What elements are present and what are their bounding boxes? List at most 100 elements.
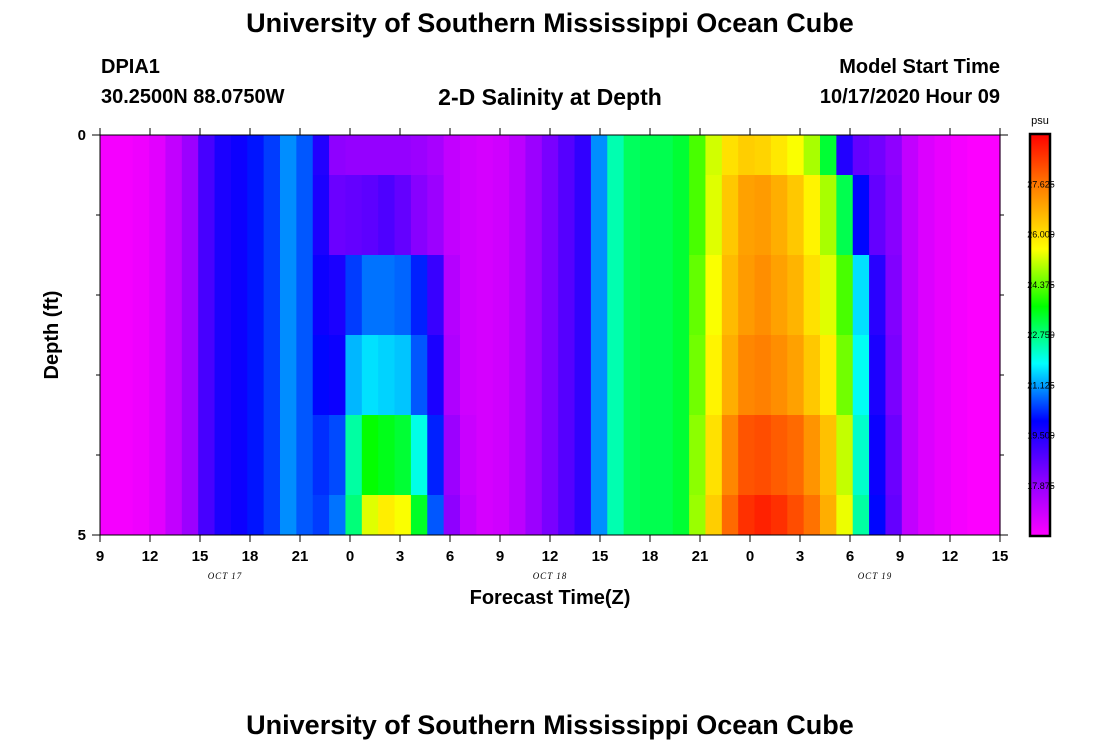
heatmap-cell <box>885 175 903 255</box>
heatmap-cell <box>901 495 919 535</box>
heatmap-cell <box>492 255 510 335</box>
heatmap-cell <box>443 335 461 415</box>
x-tick-label: 6 <box>846 548 854 565</box>
heatmap-cell <box>116 175 134 255</box>
heatmap-cell <box>983 255 1001 335</box>
heatmap-cell <box>394 175 412 255</box>
heatmap-cell <box>427 415 445 495</box>
heatmap-cell <box>230 415 248 495</box>
heatmap-cell <box>820 335 837 415</box>
heatmap-cell <box>361 135 379 175</box>
heatmap-cell <box>754 175 772 255</box>
heatmap-cell <box>672 255 690 335</box>
heatmap-cell <box>100 175 117 255</box>
heatmap-cell <box>689 415 707 495</box>
heatmap-cell <box>230 135 248 175</box>
heatmap-cells <box>100 135 1001 535</box>
heatmap-cell <box>132 495 150 535</box>
heatmap-cell <box>427 335 445 415</box>
heatmap-cell <box>345 135 363 175</box>
x-tick-label: 12 <box>542 548 559 565</box>
heatmap-cell <box>934 415 952 495</box>
heatmap-cell <box>934 175 952 255</box>
heatmap-cell <box>590 255 608 335</box>
heatmap-cell <box>967 415 985 495</box>
heatmap-cell <box>165 495 183 535</box>
heatmap-cell <box>787 255 805 335</box>
heatmap-cell <box>885 415 903 495</box>
heatmap-cell <box>820 135 837 175</box>
heatmap-cell <box>100 495 117 535</box>
heatmap-cell <box>656 135 674 175</box>
x-tick-label: 18 <box>242 548 259 565</box>
heatmap-cell <box>852 255 870 335</box>
heatmap-cell <box>558 255 576 335</box>
heatmap-cell <box>312 415 330 495</box>
x-tick-label: 21 <box>292 548 309 565</box>
heatmap-cell <box>967 335 985 415</box>
heatmap-cell <box>590 495 608 535</box>
colorbar-label: 24.375 <box>1027 280 1055 290</box>
heatmap-cell <box>770 415 788 495</box>
heatmap-cell <box>460 335 477 415</box>
heatmap-cell <box>410 175 428 255</box>
heatmap-cell <box>181 135 199 175</box>
page-title: University of Southern Mississippi Ocean… <box>246 8 854 38</box>
heatmap-cell <box>492 135 510 175</box>
heatmap-cell <box>950 175 968 255</box>
heatmap-cell <box>672 335 690 415</box>
heatmap-cell <box>787 495 805 535</box>
heatmap-cell <box>443 135 461 175</box>
heatmap-cell <box>820 255 837 335</box>
heatmap-cell <box>803 135 821 175</box>
heatmap-cell <box>230 255 248 335</box>
heatmap-cell <box>509 135 527 175</box>
heatmap-cell <box>623 335 641 415</box>
heatmap-cell <box>132 255 150 335</box>
heatmap-cell <box>754 255 772 335</box>
heatmap-cell <box>640 495 657 535</box>
heatmap-cell <box>754 415 772 495</box>
colorbar-label: 19.500 <box>1027 431 1055 441</box>
heatmap-cell <box>541 335 559 415</box>
date-label: OCT 17 <box>208 571 243 581</box>
heatmap-cell <box>410 415 428 495</box>
heatmap-cell <box>721 135 739 175</box>
heatmap-cell <box>263 335 281 415</box>
heatmap-cell <box>263 255 281 335</box>
heatmap-cell <box>574 135 592 175</box>
heatmap-cell <box>460 135 477 175</box>
heatmap-cell <box>312 255 330 335</box>
heatmap-cell <box>263 175 281 255</box>
heatmap-cell <box>476 495 494 535</box>
heatmap-cell <box>116 135 134 175</box>
heatmap-cell <box>410 255 428 335</box>
heatmap-cell <box>443 415 461 495</box>
heatmap-cell <box>541 495 559 535</box>
heatmap-cell <box>181 415 199 495</box>
heatmap-cell <box>820 495 837 535</box>
heatmap-cell <box>312 135 330 175</box>
heatmap-cell <box>852 175 870 255</box>
x-tick-label: 6 <box>446 548 454 565</box>
heatmap-cell <box>280 255 297 335</box>
heatmap-cell <box>410 135 428 175</box>
heatmap-cell <box>263 135 281 175</box>
heatmap-cell <box>116 255 134 335</box>
heatmap-cell <box>541 255 559 335</box>
heatmap-cell <box>656 415 674 495</box>
heatmap-cell <box>525 415 543 495</box>
heatmap-cell <box>198 255 216 335</box>
heatmap-cell <box>345 255 363 335</box>
heatmap-cell <box>378 175 396 255</box>
heatmap-cell <box>280 495 297 535</box>
heatmap-cell <box>803 335 821 415</box>
heatmap-cell <box>378 335 396 415</box>
heatmap-cell <box>214 495 232 535</box>
heatmap-cell <box>705 495 723 535</box>
heatmap-cell <box>525 495 543 535</box>
heatmap-cell <box>852 135 870 175</box>
heatmap-cell <box>689 175 707 255</box>
colorbar-label: 21.125 <box>1027 380 1055 390</box>
heatmap-cell <box>247 255 265 335</box>
